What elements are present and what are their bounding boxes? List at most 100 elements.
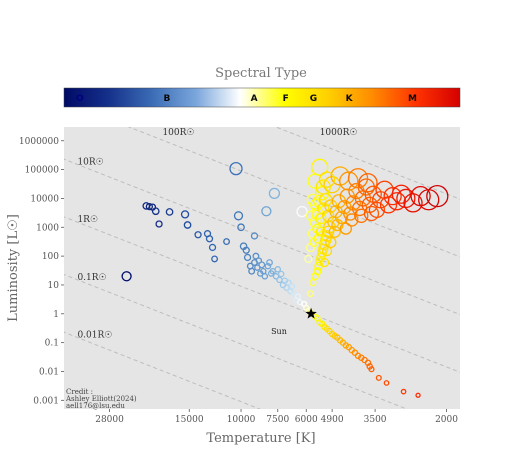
star-point: [328, 225, 341, 238]
star-point: [318, 171, 336, 188]
star-point: [296, 205, 308, 218]
star-point: [274, 266, 282, 273]
y-tick-label: 10: [48, 281, 60, 291]
star-point: [415, 392, 421, 398]
x-tick-label: 6000: [295, 415, 318, 425]
star-point: [313, 194, 327, 208]
star-point: [321, 245, 333, 257]
star-point: [285, 279, 292, 286]
star-point: [237, 223, 245, 232]
star-point: [426, 185, 449, 208]
star-point: [379, 196, 398, 214]
star-point: [309, 237, 319, 248]
x-tick-label: 10000: [227, 415, 256, 425]
star-point: [155, 220, 163, 228]
star-point: [307, 290, 315, 298]
radius-line: [64, 274, 409, 409]
star-point: [331, 218, 344, 232]
star-point: [319, 257, 330, 268]
star-point: [223, 238, 231, 246]
x-tick-label: 28000: [95, 415, 124, 425]
star-point: [383, 187, 402, 206]
x-tick-label: 7500: [266, 415, 289, 425]
star-point: [315, 226, 327, 237]
x-tick-label: 2000: [435, 415, 458, 425]
radius-line-label: 10R☉: [77, 157, 103, 167]
star-point: [248, 267, 256, 275]
radius-line-label: 1R☉: [77, 215, 98, 225]
star-point: [289, 283, 296, 290]
star-point: [314, 186, 330, 201]
sun-marker: [305, 307, 317, 319]
star-point: [145, 202, 154, 211]
star-point: [208, 243, 217, 252]
colorbar-class-o: O: [76, 94, 84, 104]
star-point: [364, 359, 372, 367]
star-point: [183, 221, 192, 229]
star-point: [151, 207, 160, 216]
radius-line-label: 0.1R☉: [77, 273, 106, 283]
colorbar-title: Spectral Type: [215, 66, 307, 81]
y-tick-label: 1: [53, 310, 59, 320]
y-tick-label: 100: [42, 252, 59, 262]
star-point: [268, 187, 281, 200]
colorbar-class-g: G: [310, 94, 317, 104]
star-point: [266, 259, 273, 266]
credit-line: Ashley Elliott(2024): [65, 395, 137, 403]
x-tick-label: 15000: [175, 415, 204, 425]
star-point: [345, 213, 359, 227]
colorbar-class-f: F: [283, 94, 289, 104]
x-tick-label: 3500: [364, 415, 387, 425]
star-point: [277, 270, 285, 278]
star-point: [387, 192, 407, 211]
colorbar-class-m: M: [408, 94, 417, 104]
star-point: [383, 380, 390, 386]
star-point: [313, 267, 322, 276]
radius-line-label: 1000R☉: [320, 128, 358, 138]
colorbar: [63, 87, 461, 108]
star-point: [347, 168, 369, 189]
star-point: [343, 206, 358, 221]
star-point: [229, 161, 243, 176]
star-point: [242, 246, 250, 254]
credit-line: aell176@lsu.edu: [66, 402, 125, 410]
star-point: [264, 262, 272, 270]
star-point: [325, 236, 337, 249]
star-point: [243, 253, 252, 262]
star-point: [233, 211, 244, 221]
y-axis-label: Luminosity [L☉]: [6, 214, 21, 322]
credit-line: Credit :: [66, 388, 93, 396]
colorbar-class-k: K: [346, 94, 354, 104]
star-point: [211, 255, 219, 263]
star-point: [368, 366, 375, 373]
star-point: [205, 235, 214, 243]
star-point: [165, 208, 174, 216]
star-point: [194, 231, 202, 239]
x-axis-label: Temperature [K]: [206, 431, 315, 446]
star-point: [403, 193, 423, 213]
star-point: [339, 171, 359, 191]
star-point: [304, 254, 313, 264]
y-tick-label: 10000: [30, 194, 59, 204]
star-point: [358, 173, 378, 193]
star-point: [311, 158, 329, 176]
colorbar-class-b: B: [164, 94, 171, 104]
star-point: [400, 388, 407, 395]
star-point: [261, 273, 269, 280]
star-point: [306, 193, 319, 206]
y-tick-label: 0.1: [45, 339, 59, 349]
star-point: [252, 252, 260, 260]
star-point: [334, 210, 349, 225]
star-point: [309, 216, 321, 228]
star-point: [250, 232, 259, 240]
x-tick-label: 4900: [321, 415, 344, 425]
y-tick-label: 0.01: [39, 367, 59, 377]
star-point: [258, 261, 266, 269]
star-point: [354, 208, 369, 223]
star-point: [261, 206, 272, 217]
star-point: [363, 205, 380, 222]
radius-line-label: 100R☉: [162, 128, 194, 138]
star-point: [180, 210, 190, 219]
sun-label: Sun: [271, 327, 287, 336]
